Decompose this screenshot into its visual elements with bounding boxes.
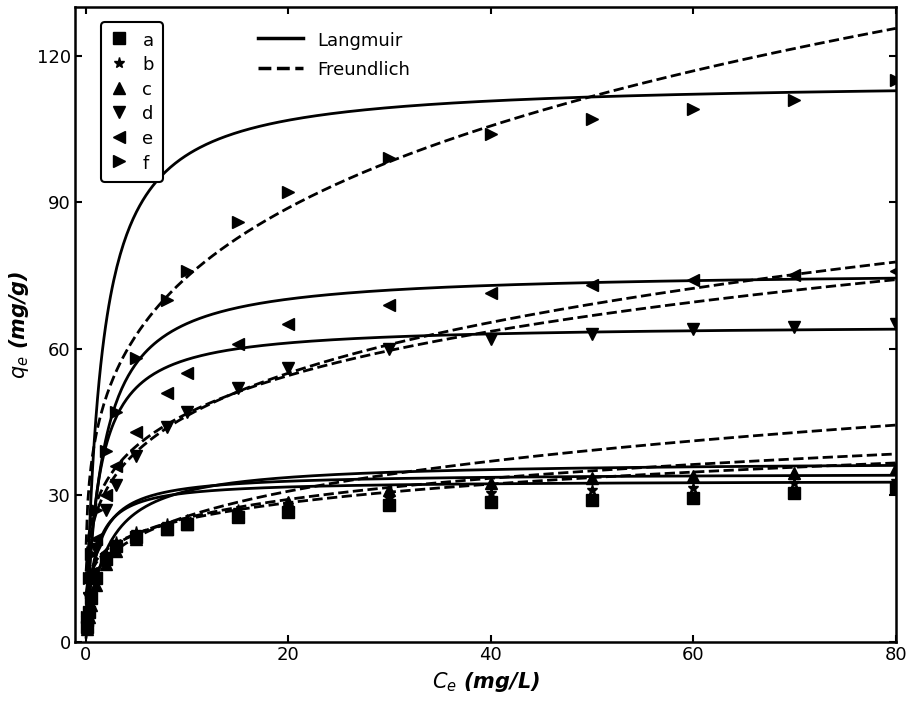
Legend: Langmuir, Freundlich: Langmuir, Freundlich: [249, 22, 420, 88]
Y-axis label: $q_e$ (mg/g): $q_e$ (mg/g): [7, 270, 31, 379]
X-axis label: $C_e$ (mg/L): $C_e$ (mg/L): [431, 670, 539, 694]
